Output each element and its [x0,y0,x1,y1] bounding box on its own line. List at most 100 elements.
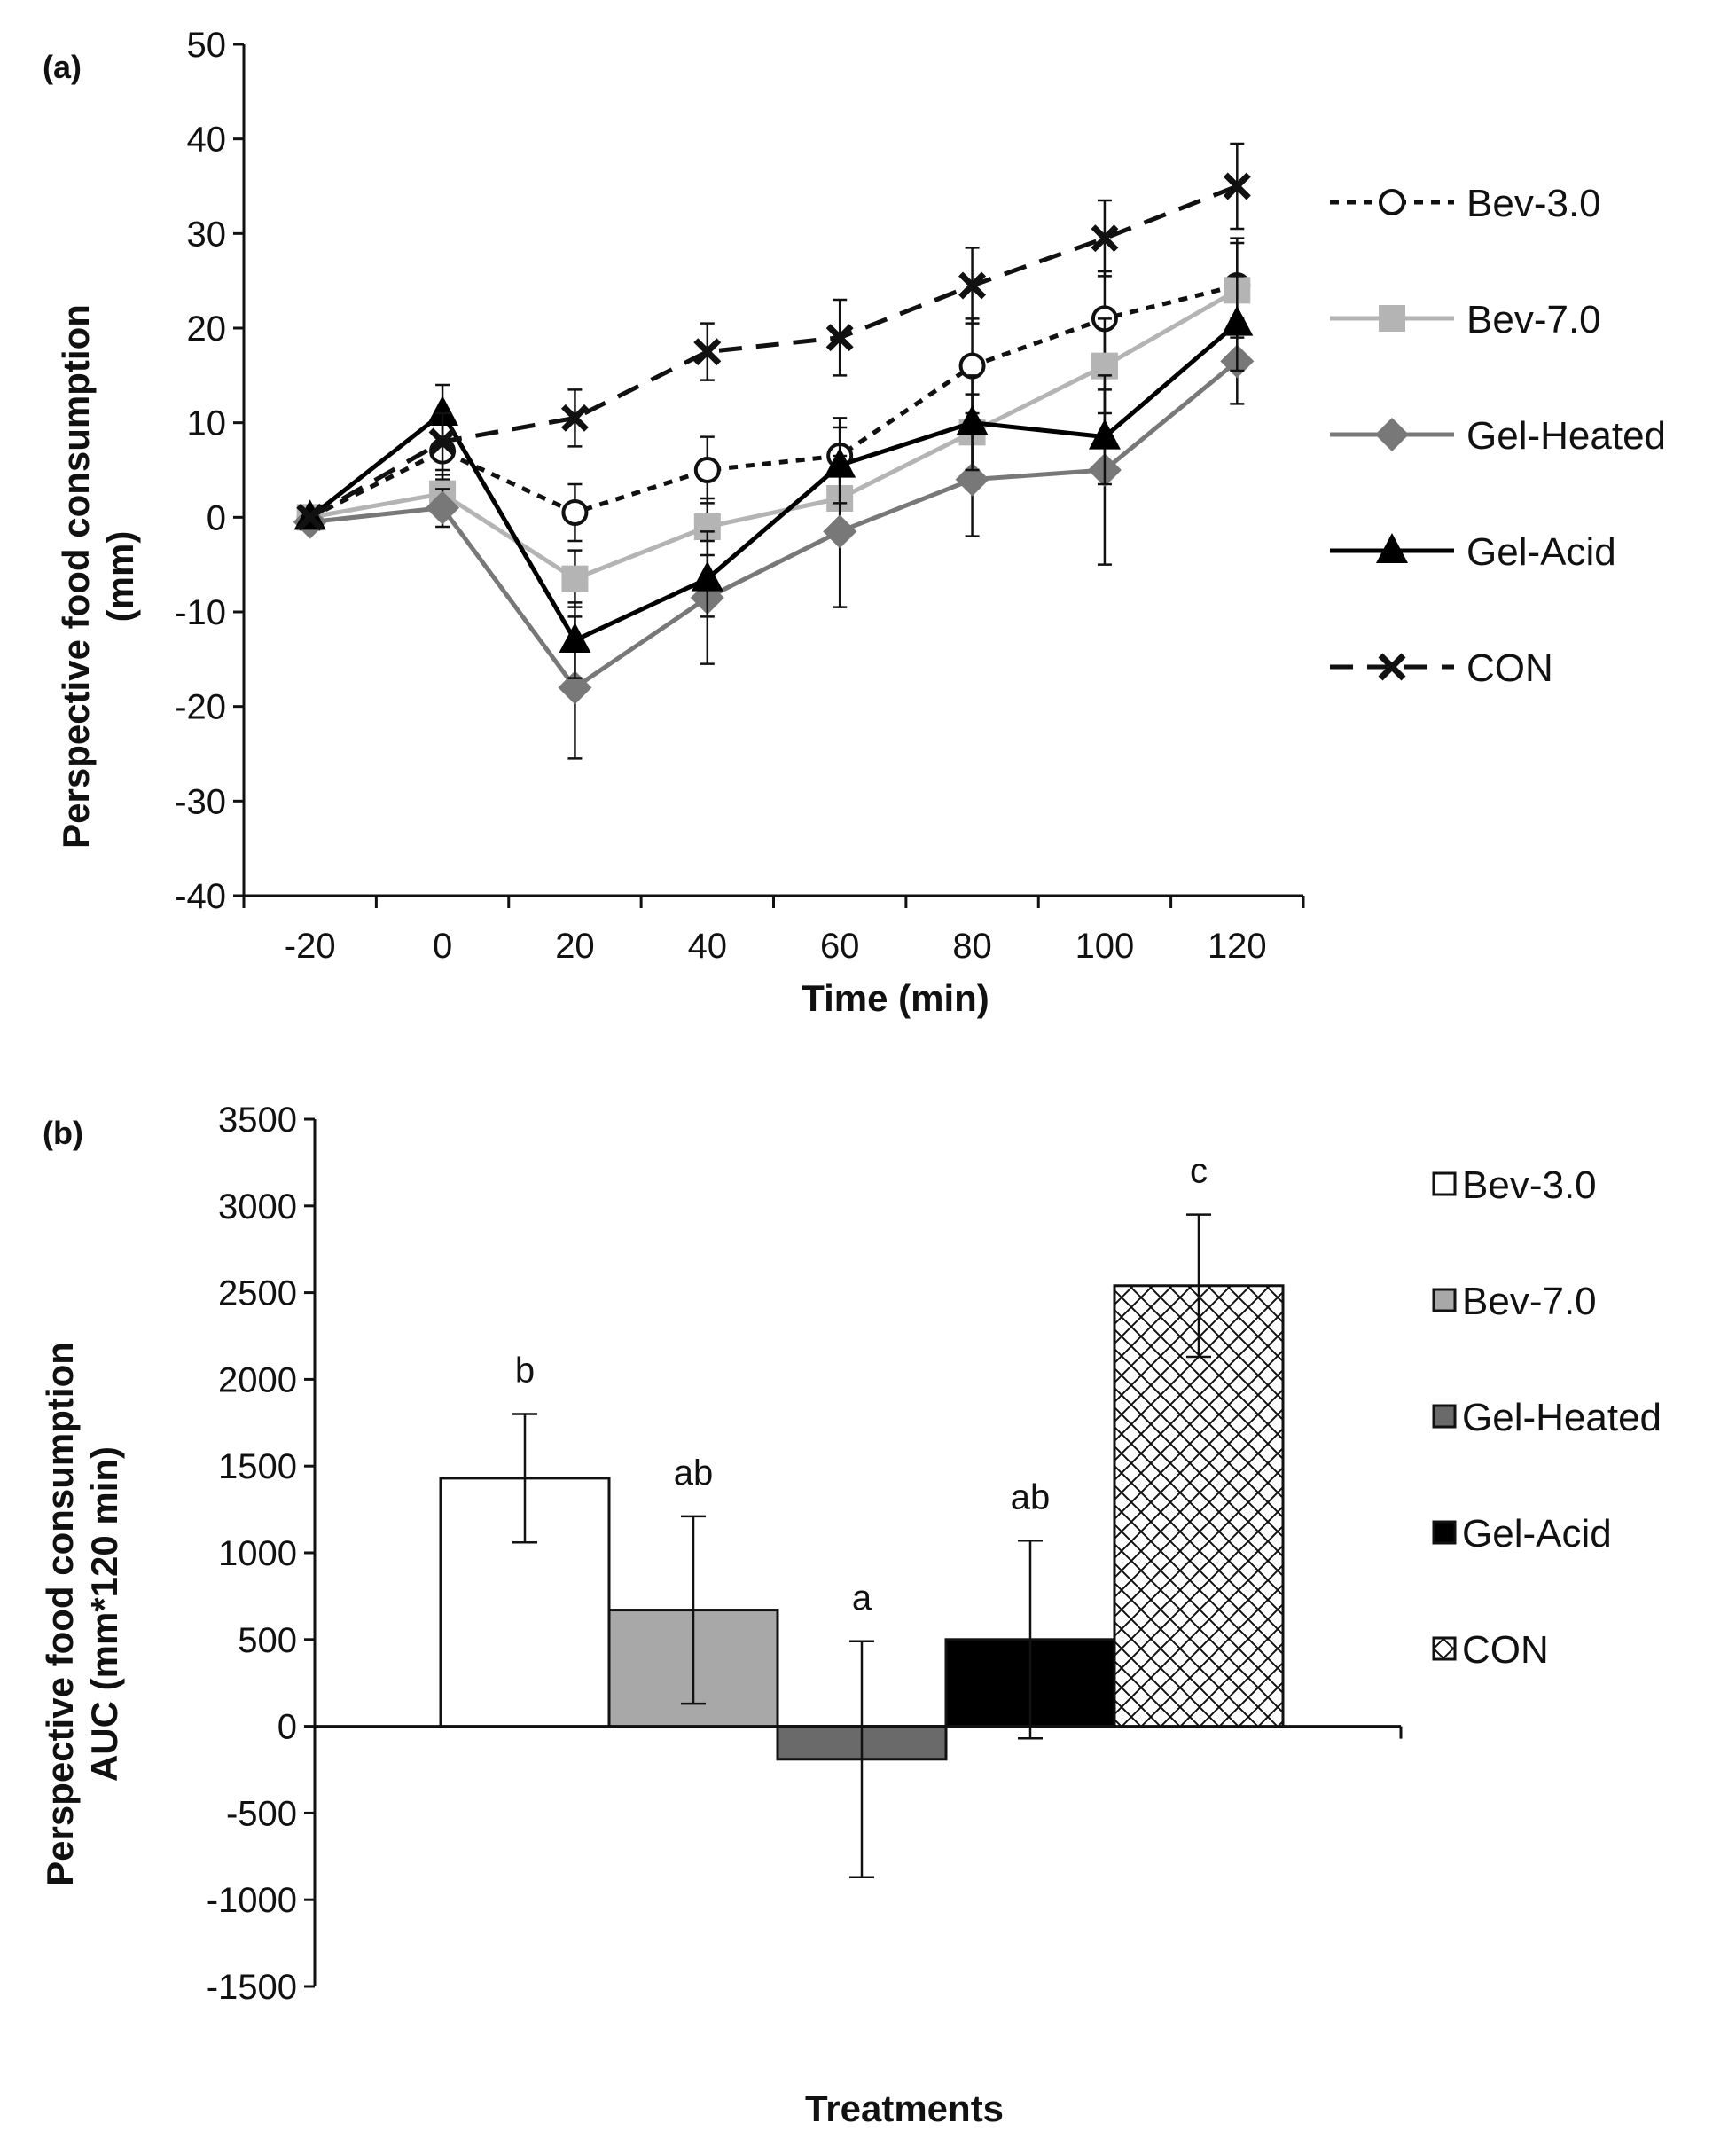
data-point-bev-3-0 [693,457,721,483]
legend-marker-con [1378,653,1406,681]
y-tick-label: 3000 [218,1187,297,1226]
x-marker-stroke [296,503,325,531]
data-point-bev-3-0 [561,499,589,526]
legend-item-gel-heated: Gel-Heated [1330,414,1666,458]
x-marker-stroke [1378,653,1406,681]
legend-item-con: CON [1330,646,1553,690]
legend-marker-gel-heated [1375,418,1409,451]
significance-letter-gel-acid: ab [1011,1477,1051,1516]
x-marker-stroke [958,271,987,300]
data-point-gel-acid [426,396,459,426]
legend-swatch-bev-3-0 [1432,1171,1457,1196]
data-point-gel-acid [956,404,989,435]
y-tick-label: 3500 [218,1101,297,1140]
data-point-con [1223,172,1251,200]
x-marker-stroke [560,404,589,432]
legend-label-bev-7-0: Bev-7.0 [1466,298,1601,341]
significance-letter-bev-7-0: ab [674,1453,714,1493]
y-tick-label: 2500 [218,1274,297,1313]
legend-swatch-con [1432,1636,1457,1661]
significance-letter-gel-heated: a [852,1579,872,1618]
bar-chart-panel-b: (b) -1500 -1000 -500 0 500 1000 1500 2000 2500 30… [39,1101,1662,2129]
data-point-gel-heated [823,514,857,549]
series-line-con [309,184,1239,520]
data-point-con [560,404,589,432]
legend-label-con: CON [1466,646,1553,690]
data-point-con [428,427,457,456]
data-point-gel-heated [558,670,592,705]
legend-item-gel-acid: Gel-Acid [1432,1512,1612,1555]
legend-item-bev-7-0: Bev-7.0 [1330,298,1601,341]
line-chart-x-axis-title: Time (min) [802,977,989,1019]
y-tick-label: -10 [175,593,226,632]
y-tick-label: -1000 [207,1881,297,1920]
y-tick-label: 2000 [218,1360,297,1399]
data-point-con [296,503,325,531]
legend-marker-bev-7-0 [1379,305,1405,332]
y-tick-label: 10 [187,404,227,443]
x-tick-label: 120 [1208,927,1267,966]
panel-label-a: (a) [43,49,82,85]
bar-chart-bars: b ab a ab c [439,1152,1285,1879]
bar-chart-y-axis-title-line-1: Perspective food consumption [39,1342,81,1886]
y-tick-label: 0 [207,498,226,537]
legend-label-gel-acid: Gel-Acid [1466,530,1616,574]
y-tick-label: 0 [278,1708,297,1747]
legend-item-con: CON [1432,1628,1549,1672]
line-chart-x-ticks: -20 0 20 40 60 80 100 120 [242,896,1305,966]
line-chart-y-axis-title-line-1: Perspective food consumption [55,304,97,849]
data-point-gel-heated [955,462,989,497]
y-tick-label: -20 [175,688,226,727]
x-tick-label: 60 [820,927,860,966]
series-con [296,142,1251,531]
legend-item-gel-heated: Gel-Heated [1432,1396,1662,1439]
legend-marker-bev-3-0 [1379,189,1405,215]
x-marker-stroke [428,427,457,456]
legend-label-bev-7-0: Bev-7.0 [1462,1280,1597,1323]
y-tick-label: -1500 [207,1968,297,2007]
series-bev-7-0 [296,241,1251,608]
y-tick-label: -500 [226,1794,297,1833]
x-marker-stroke [1223,172,1251,200]
data-point-con [693,338,722,366]
line-chart-y-axis-title-line-2: (mm) [99,531,141,623]
data-point-gel-acid [1088,419,1121,450]
bar-group-gel-heated: a [776,1579,948,1879]
legend-item-bev-3-0: Bev-3.0 [1330,182,1601,225]
y-tick-label: -30 [175,782,226,821]
data-point-gel-acid [1221,305,1254,336]
data-point-gel-acid [691,560,723,592]
line-chart-y-ticks: -40 -30 -20 -10 0 10 20 30 40 50 [175,26,244,916]
y-tick-label: 40 [187,121,227,160]
data-point-con [958,271,987,300]
legend-marker-gel-acid [1376,533,1408,563]
y-tick-label: 50 [187,26,227,65]
x-tick-label: 100 [1075,927,1135,966]
data-point-gel-heated [426,490,460,525]
legend-label-gel-acid: Gel-Acid [1462,1512,1612,1555]
series-line-bev-3-0 [309,283,1238,520]
legend-swatch-bev-7-0 [1432,1288,1457,1312]
legend-item-bev-7-0: Bev-7.0 [1432,1280,1597,1323]
data-point-gel-acid [824,447,856,478]
data-point-con [1091,224,1119,253]
data-point-bev-7-0 [561,565,589,592]
x-tick-label: 80 [952,927,992,966]
significance-letter-bev-3-0: b [515,1352,535,1391]
bar-chart-legend: Bev-3.0 Bev-7.0 Gel-Heated Gel-Acid CON [1432,1164,1662,1672]
y-tick-label: -40 [175,877,226,916]
x-tick-label: 20 [555,927,595,966]
line-chart-y-axis-title: Perspective food consumption (mm) [55,304,141,849]
series-line-gel-heated [309,359,1239,690]
x-marker-stroke [825,324,854,352]
data-point-bev-3-0 [958,352,986,380]
x-tick-label: 0 [433,927,452,966]
bar-con [1113,1284,1285,1728]
data-point-con [825,324,854,352]
legend-label-gel-heated: Gel-Heated [1462,1396,1662,1439]
panel-label-b: (b) [43,1115,83,1151]
series-line-gel-acid [309,321,1239,643]
line-chart-panel-a: (a) -40 -30 -20 -10 0 10 20 30 40 50 -20 0 20 40 60 80… [43,26,1666,1019]
legend-label-bev-3-0: Bev-3.0 [1466,182,1601,225]
